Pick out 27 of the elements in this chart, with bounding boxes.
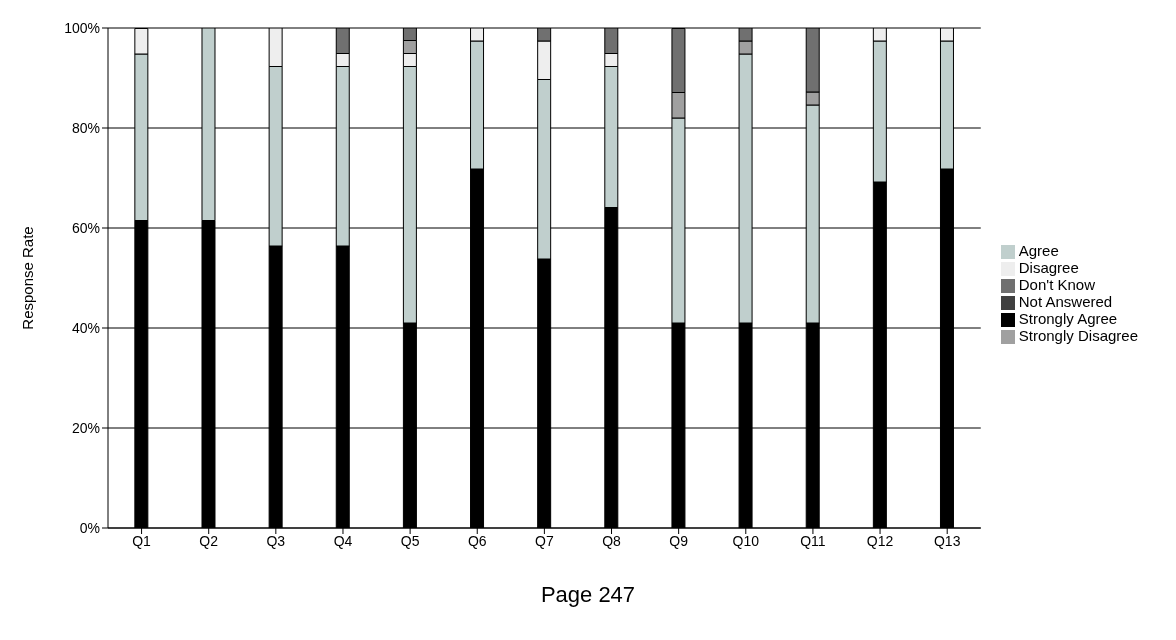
y-tick-label: 0% <box>79 519 100 536</box>
x-tick-label: Q6 <box>467 532 487 549</box>
y-tick-label: 60% <box>71 219 100 236</box>
legend-label: Don't Know <box>1018 275 1096 293</box>
x-tick-label: Q1 <box>132 532 152 549</box>
legend-label: Disagree <box>1018 258 1079 276</box>
y-tick-label: 100% <box>64 19 100 36</box>
y-tick-label: 80% <box>71 119 100 136</box>
legend-label: Agree <box>1018 241 1059 259</box>
x-tick-label: Q9 <box>669 532 689 549</box>
x-tick-label: Q8 <box>602 532 622 549</box>
legend-label: Strongly Agree <box>1018 310 1118 328</box>
legend-label: Not Answered <box>1018 293 1113 310</box>
y-tick-label: 20% <box>71 419 100 436</box>
y-tick-label: 40% <box>71 319 100 336</box>
x-tick-label: Q11 <box>800 532 826 549</box>
x-tick-label: Q13 <box>933 532 961 549</box>
y-axis-title: Response Rate <box>19 226 37 330</box>
x-tick-label: Q4 <box>333 532 353 549</box>
text: Page 247 <box>539 582 637 608</box>
x-tick-label: Q5 <box>400 532 420 549</box>
x-tick-label: Q12 <box>866 532 894 549</box>
x-tick-label: Q2 <box>199 532 219 549</box>
x-tick-label: Q10 <box>732 532 760 549</box>
x-tick-label: Q3 <box>266 532 286 549</box>
x-tick-label: Q7 <box>535 532 554 549</box>
legend-label: Strongly Disagree <box>1018 327 1138 345</box>
